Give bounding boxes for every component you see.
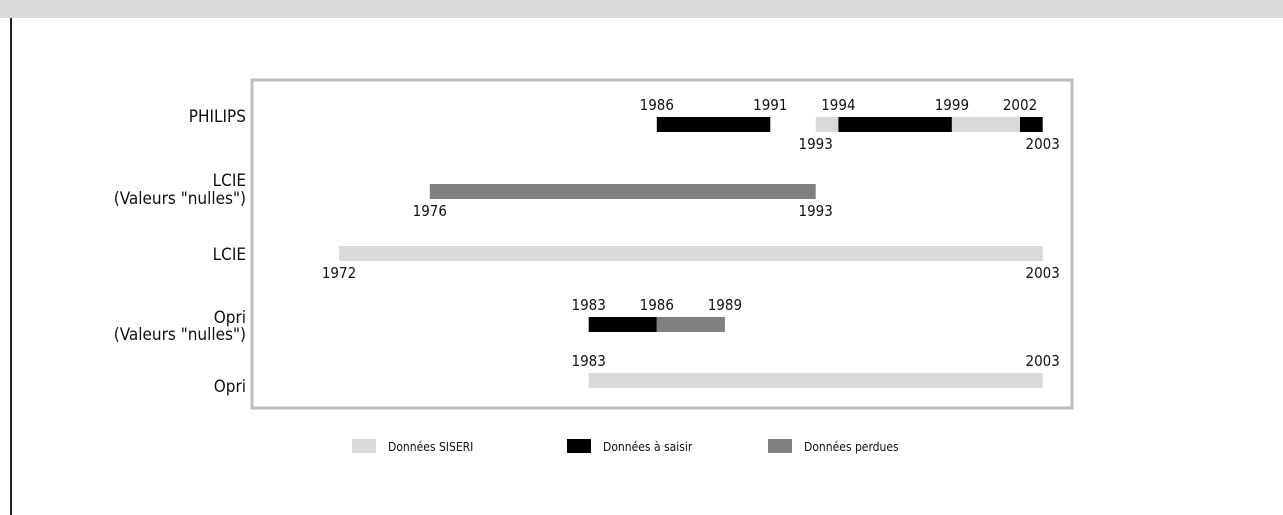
- row-label: (Valeurs "nulles"): [114, 325, 246, 345]
- legend-entry: Données perdues: [768, 439, 899, 454]
- legend-entry: Données à saisir: [567, 439, 693, 454]
- plot-frame: [250, 78, 1074, 410]
- year-label: 1993: [799, 202, 833, 220]
- timeline-row: Opri(Valeurs "nulles") 1983 1986 1989: [114, 296, 742, 345]
- year-label: 1983: [572, 296, 606, 314]
- year-label: 1999: [935, 96, 969, 114]
- segment-bar: [656, 317, 725, 332]
- year-label: 1986: [640, 296, 674, 314]
- legend-entry: Données SISERI: [352, 439, 473, 454]
- segment-bar: [429, 184, 816, 199]
- segment-bar: [588, 317, 657, 332]
- legend-swatch: [352, 439, 376, 453]
- row-label: Opri: [214, 377, 246, 397]
- year-label: 1986: [640, 96, 674, 114]
- legend-swatch: [567, 439, 591, 453]
- legend-label: Données SISERI: [388, 440, 473, 454]
- year-label: 2003: [1026, 352, 1060, 370]
- row-label: LCIE: [213, 245, 246, 265]
- year-label: 2003: [1026, 135, 1060, 153]
- year-label: 1983: [572, 352, 606, 370]
- row-label: Opri: [214, 308, 246, 328]
- year-label: 1991: [753, 96, 787, 114]
- row-label: PHILIPS: [189, 107, 246, 127]
- segment-bar: [951, 117, 1020, 132]
- segment-bar: [656, 117, 771, 132]
- year-label: 2003: [1026, 264, 1060, 282]
- timeline-row: LCIE(Valeurs "nulles") 1976 1993: [114, 171, 833, 220]
- timeline-row: PHILIPS 1986 1991 1994 1999 2002 1993 2003: [189, 96, 1060, 153]
- segment-bar: [838, 117, 952, 132]
- timeline-row: Opri 1983 2003: [214, 352, 1060, 397]
- timeline-row: LCIE 1972 2003: [213, 245, 1060, 282]
- year-label: 1976: [413, 202, 447, 220]
- segment-bar: [1020, 117, 1043, 132]
- row-label: (Valeurs "nulles"): [114, 189, 246, 209]
- legend-label: Données perdues: [804, 440, 899, 454]
- segment-bar: [588, 373, 1043, 388]
- year-label: 1994: [821, 96, 855, 114]
- year-label: 1993: [799, 135, 833, 153]
- left-border-line: [10, 18, 12, 515]
- row-label: LCIE: [213, 171, 246, 191]
- top-bar: [0, 0, 1283, 18]
- segment-bar: [815, 117, 839, 132]
- year-label: 1972: [322, 264, 356, 282]
- legend-label: Données à saisir: [603, 440, 693, 454]
- legend-swatch: [768, 439, 792, 453]
- segment-bar: [339, 246, 1043, 261]
- year-label: 1989: [708, 296, 742, 314]
- year-label: 2002: [1003, 96, 1037, 114]
